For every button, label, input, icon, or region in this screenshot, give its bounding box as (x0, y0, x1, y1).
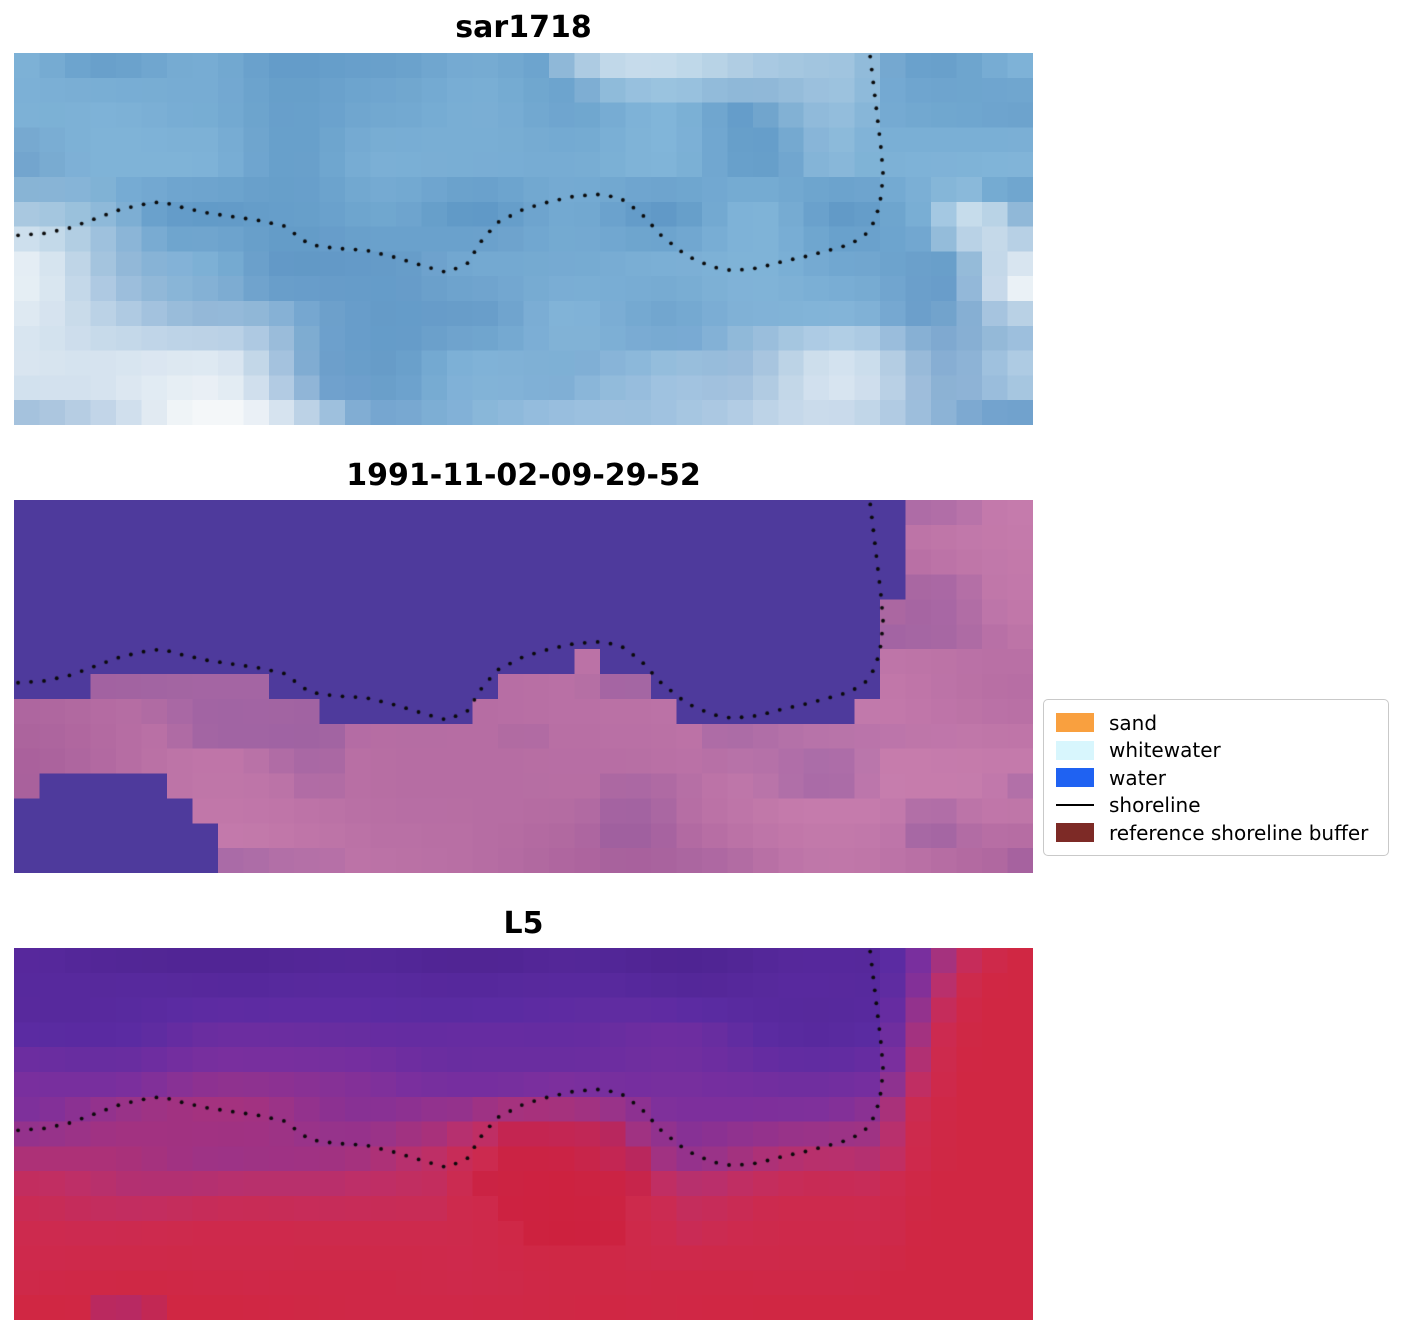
panel-title-l5: L5 (503, 906, 544, 941)
shoreline-overlay-canvas (14, 500, 1033, 873)
legend-item-whitewater: whitewater (1056, 737, 1376, 764)
panel-image-classified (14, 500, 1033, 873)
reference-shoreline-buffer-swatch-icon (1056, 823, 1094, 842)
legend-label: water (1109, 765, 1166, 790)
whitewater-swatch-icon (1056, 740, 1094, 760)
legend-label: reference shoreline buffer (1109, 820, 1369, 845)
panel-title-classified: 1991-11-02-09-29-52 (346, 458, 701, 493)
panel-title-sar1718: sar1718 (455, 10, 592, 45)
legend-label: shoreline (1109, 793, 1201, 817)
legend-label: whitewater (1109, 738, 1221, 762)
legend-item-shoreline: shoreline (1056, 792, 1376, 819)
shoreline-overlay-canvas (14, 53, 1033, 425)
panel-image-l5 (14, 948, 1033, 1320)
panel-image-sar1718 (14, 53, 1033, 425)
legend-item-water: water (1056, 764, 1376, 791)
sand-swatch-icon (1056, 713, 1094, 732)
water-swatch-icon (1056, 768, 1094, 787)
legend-item-reference-shoreline-buffer: reference shoreline buffer (1056, 819, 1376, 846)
legend-item-sand: sand (1056, 709, 1376, 736)
shoreline-line-icon (1056, 804, 1094, 806)
legend-label: sand (1109, 710, 1158, 735)
shoreline-overlay-canvas (14, 948, 1033, 1320)
legend: sand whitewater water shoreline referenc… (1043, 699, 1389, 856)
